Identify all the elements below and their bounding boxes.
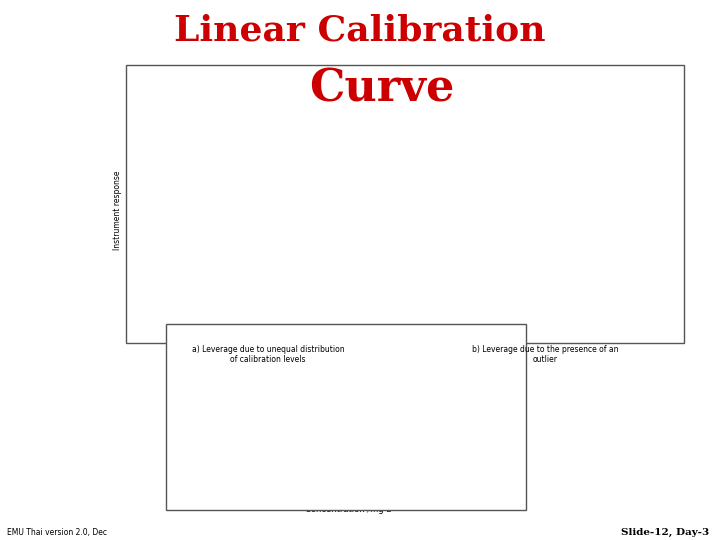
- Text: Curve: Curve: [309, 68, 454, 111]
- Point: [231, 214, 243, 222]
- Y-axis label: Instrument response: Instrument response: [189, 368, 198, 456]
- Point: [587, 191, 598, 200]
- Point: [347, 422, 359, 430]
- Point: [540, 225, 552, 234]
- Point: [402, 402, 413, 411]
- X-axis label: Concentration /mg L ⁻¹: Concentration /mg L ⁻¹: [502, 333, 589, 341]
- Point: [429, 389, 441, 398]
- Point: [251, 456, 263, 464]
- Point: [356, 111, 367, 120]
- X-axis label: Concentration /mg l ⁻¹: Concentration /mg l ⁻¹: [225, 333, 311, 341]
- Text: b) Leverage due to the presence of an
outlier: b) Leverage due to the presence of an ou…: [472, 345, 618, 364]
- Point: [469, 276, 481, 285]
- Y-axis label: Instrument response: Instrument response: [113, 171, 122, 251]
- Point: [169, 287, 181, 295]
- Point: [434, 303, 446, 312]
- Point: [563, 208, 575, 217]
- Point: [238, 461, 249, 470]
- Text: a) Leverage due to unequal distribution
of calibration levels: a) Leverage due to unequal distribution …: [192, 345, 344, 364]
- X-axis label: Concentration /mg L ⁻¹: Concentration /mg L ⁻¹: [305, 505, 401, 515]
- Text: Slide-12, Day-3: Slide-12, Day-3: [621, 528, 709, 537]
- Point: [621, 199, 633, 208]
- Point: [142, 305, 153, 313]
- Point: [634, 158, 645, 167]
- Point: [262, 306, 274, 315]
- Point: [292, 441, 304, 450]
- Point: [320, 388, 331, 396]
- Point: [154, 297, 166, 306]
- Text: point with high
leverage: point with high leverage: [253, 115, 358, 136]
- Point: [169, 268, 181, 276]
- Y-axis label: Instrument response: Instrument response: [402, 171, 410, 251]
- Point: [516, 242, 528, 251]
- Point: [492, 259, 504, 268]
- Point: [374, 411, 386, 420]
- Point: [446, 294, 458, 302]
- Text: EMU Thai version 2.0, Dec: EMU Thai version 2.0, Dec: [7, 528, 107, 537]
- Text: Linear Calibration: Linear Calibration: [174, 14, 546, 48]
- Point: [200, 258, 212, 266]
- Point: [265, 450, 276, 459]
- Point: [146, 301, 158, 310]
